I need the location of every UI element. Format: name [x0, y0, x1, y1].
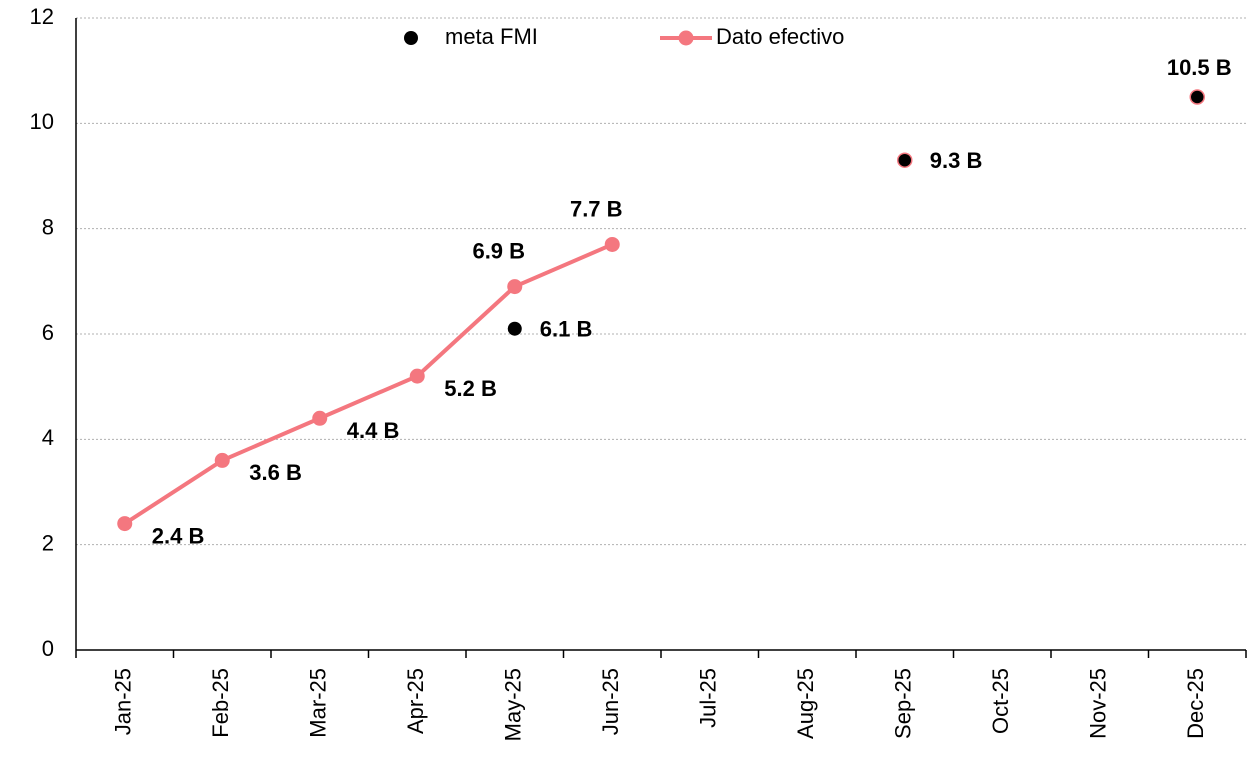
line-marker	[604, 236, 620, 252]
x-tick-label: Jul-25	[696, 668, 721, 728]
x-tick-label: Nov-25	[1086, 668, 1111, 739]
x-tick-label: Jan-25	[111, 668, 136, 735]
x-tick-label: Aug-25	[793, 668, 818, 739]
value-label: 6.1 B	[540, 317, 593, 342]
value-label: 10.5 B	[1167, 55, 1232, 80]
x-tick-label: Jun-25	[598, 668, 623, 735]
value-label: 3.6 B	[249, 460, 302, 485]
y-tick-label: 0	[42, 636, 54, 661]
y-tick-label: 4	[42, 425, 54, 450]
y-tick-label: 8	[42, 214, 54, 239]
line-marker	[409, 368, 425, 384]
y-tick-label: 12	[30, 4, 54, 29]
value-label: 2.4 B	[152, 523, 205, 548]
y-tick-label: 2	[42, 530, 54, 555]
x-tick-label: Oct-25	[988, 668, 1013, 734]
y-tick-label: 10	[30, 109, 54, 134]
x-tick-label: Apr-25	[403, 668, 428, 734]
value-label: 6.9 B	[472, 238, 525, 263]
value-label: 7.7 B	[570, 196, 623, 221]
scatter-point	[1189, 89, 1205, 105]
line-marker	[117, 516, 133, 532]
legend-marker	[404, 31, 418, 45]
scatter-point	[897, 152, 913, 168]
line-marker	[214, 452, 230, 468]
legend-marker	[678, 30, 694, 46]
x-tick-label: Dec-25	[1183, 668, 1208, 739]
value-label: 4.4 B	[347, 418, 400, 443]
line-marker	[507, 279, 523, 295]
x-tick-label: Sep-25	[891, 668, 916, 739]
value-label: 5.2 B	[444, 376, 497, 401]
value-label: 9.3 B	[930, 148, 983, 173]
x-tick-label: Mar-25	[306, 668, 331, 738]
scatter-point	[507, 321, 522, 336]
data-line	[123, 242, 614, 526]
legend-label: Dato efectivo	[716, 24, 844, 49]
y-tick-label: 6	[42, 320, 54, 345]
line-marker	[312, 410, 328, 426]
x-tick-label: May-25	[501, 668, 526, 741]
legend-label: meta FMI	[445, 24, 538, 49]
x-tick-label: Feb-25	[208, 668, 233, 738]
